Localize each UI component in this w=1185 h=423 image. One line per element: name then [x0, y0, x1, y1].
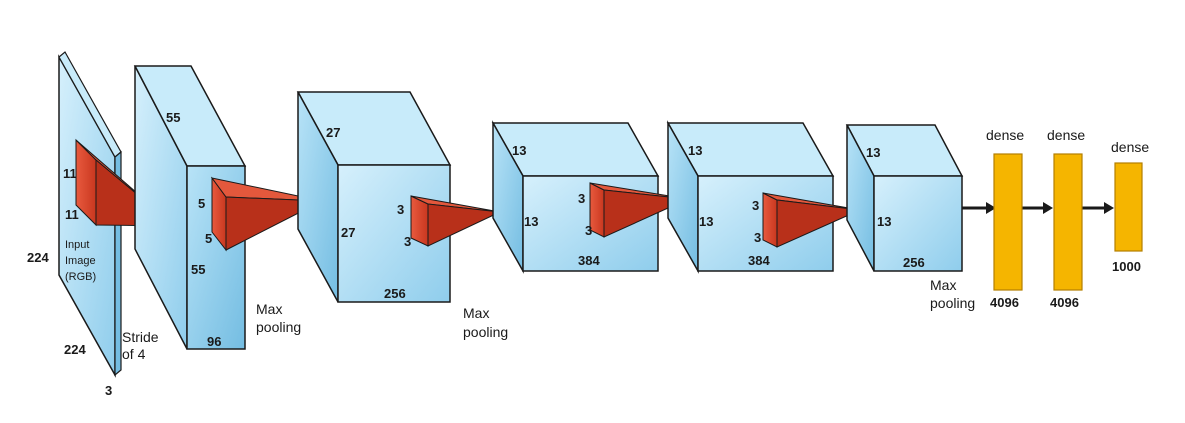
dense-layer-1	[993, 153, 1023, 291]
conv1-block	[133, 65, 247, 350]
conv2-size-side: 27	[341, 225, 355, 240]
conv5-size-side: 13	[877, 214, 891, 229]
conv2-depth: 256	[384, 286, 406, 301]
input-height: 224	[27, 250, 49, 265]
conv3-kernel-height: 3	[578, 191, 585, 206]
pool2-label-line1: Max	[463, 305, 489, 321]
pool2-label-line2: pooling	[463, 324, 508, 340]
conv2-kernel-height: 3	[397, 202, 404, 217]
input-label-line1: Input	[65, 239, 89, 251]
arrow-conv5-to-dense1	[962, 202, 996, 214]
dense-layer-2	[1053, 153, 1083, 291]
stride-label-line1: Stride	[122, 329, 159, 345]
conv4-kernel	[762, 192, 862, 248]
dense-2-label: dense	[1047, 127, 1085, 143]
conv3-kernel	[589, 182, 690, 238]
pool3-label-line1: Max	[930, 277, 956, 293]
dense-layer-3	[1114, 162, 1143, 252]
conv4-size-top: 13	[688, 143, 702, 158]
pool1-label-line1: Max	[256, 301, 282, 317]
arrow-dense1-to-dense2	[1022, 202, 1053, 214]
conv4-kernel-height: 3	[752, 198, 759, 213]
input-width: 224	[64, 342, 86, 357]
conv3-kernel-width: 3	[585, 223, 592, 238]
dense-3-label: dense	[1111, 139, 1149, 155]
input-kernel-height: 11	[63, 166, 77, 181]
conv3-size-side: 13	[524, 214, 538, 229]
pool3-label-line2: pooling	[930, 295, 975, 311]
conv4-kernel-width: 3	[754, 230, 761, 245]
arrow-dense2-to-dense3	[1082, 202, 1114, 214]
conv4-block	[666, 120, 835, 274]
dense-1-size: 4096	[990, 295, 1019, 310]
conv2-size-top: 27	[326, 125, 340, 140]
dense-3-size: 1000	[1112, 259, 1141, 274]
conv1-size-top: 55	[166, 110, 180, 125]
conv5-depth: 256	[903, 255, 925, 270]
input-label-line2: Image	[65, 255, 96, 267]
conv5-block	[845, 124, 964, 272]
input-depth: 3	[105, 383, 112, 398]
conv1-depth: 96	[207, 334, 221, 349]
conv2-block	[296, 91, 452, 303]
conv2-kernel-width: 3	[404, 234, 411, 249]
dense-1-label: dense	[986, 127, 1024, 143]
conv1-size-side: 55	[191, 262, 205, 277]
conv1-kernel-height: 5	[198, 196, 205, 211]
stride-label-line2: of 4	[122, 346, 146, 362]
input-label-line3: (RGB)	[65, 271, 96, 283]
pool1-label-line2: pooling	[256, 319, 301, 335]
conv3-size-top: 13	[512, 143, 526, 158]
conv4-size-side: 13	[699, 214, 713, 229]
dense-2-size: 4096	[1050, 295, 1079, 310]
conv3-depth: 384	[578, 253, 600, 268]
conv5-size-top: 13	[866, 145, 880, 160]
conv4-depth: 384	[748, 253, 770, 268]
input-kernel-width: 11	[65, 207, 79, 222]
conv1-kernel-width: 5	[205, 231, 212, 246]
conv2-kernel	[410, 195, 502, 247]
